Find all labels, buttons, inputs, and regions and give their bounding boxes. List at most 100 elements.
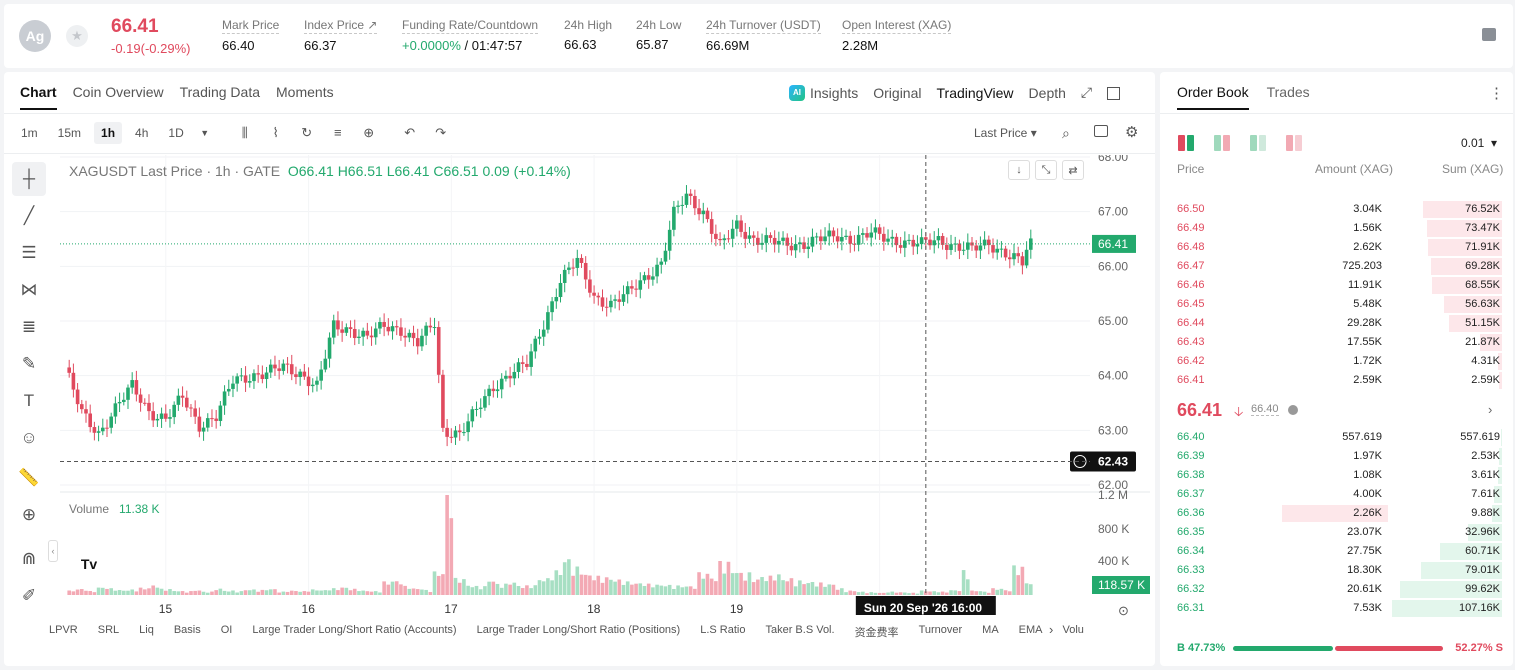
indicator-toggle[interactable]: LPVR [49,624,78,636]
ask-row[interactable]: 66.47 725.203 69.28K [1170,257,1506,276]
bid-row[interactable]: 66.32 20.61K 99.62K [1170,580,1506,599]
magnet-icon[interactable]: ⋒ [21,549,37,568]
timeframe-15m[interactable]: 15m [57,126,82,140]
camera-icon[interactable] [1094,125,1108,137]
bid-row[interactable]: 66.40 557.619 557.619 [1170,428,1506,447]
view-insights[interactable]: Insights [810,84,859,101]
bid-row[interactable]: 66.34 27.75K 60.71K [1170,542,1506,561]
collapse-toolbar-icon[interactable]: ‹ [48,540,58,562]
indicator-toggle[interactable]: MA [982,624,999,636]
book-icon[interactable] [1482,28,1496,41]
bid-row[interactable]: 66.39 1.97K 2.53K [1170,447,1506,466]
ask-row[interactable]: 66.42 1.72K 4.31K [1170,352,1506,371]
volume-bar [1012,565,1016,595]
candle-type-icon[interactable]: ⫼ [241,125,248,140]
indicator-toggle[interactable]: 资金费率 [854,627,899,639]
settings-gear-icon[interactable]: ⚙ [1125,124,1139,141]
swap-icon[interactable]: ⇄ [1062,160,1084,180]
add-icon[interactable]: ⊕ [363,125,375,140]
gann-icon[interactable]: ≣ [21,317,37,336]
ask-row[interactable]: 66.50 3.04K 76.52K [1170,200,1506,219]
both-sides-icon[interactable] [1178,135,1194,151]
templates-icon[interactable]: ≡ [333,125,342,140]
indicator-toggle[interactable]: Large Trader Long/Short Ratio (Positions… [476,624,681,636]
timeframe-1d[interactable]: 1D [168,126,184,140]
replay-icon[interactable]: ↻ [301,125,313,140]
more-menu-icon[interactable]: ⋮ [1489,85,1504,102]
precision-select[interactable]: 0.01 ▾ [1461,136,1498,150]
pattern-icon[interactable]: ⋈ [20,280,38,299]
indicators-icon[interactable]: ⌇ [272,125,279,140]
bid-row[interactable]: 66.35 23.07K 32.96K [1170,523,1506,542]
tab-coin-overview[interactable]: Coin Overview [72,84,164,100]
ask-row[interactable]: 66.43 17.55K 21.87K [1170,333,1506,352]
tab-trading-data[interactable]: Trading Data [179,84,261,100]
view-tradingview[interactable]: TradingView [936,84,1014,101]
indicator-toggle[interactable]: Taker B.S Vol. [765,624,835,636]
candle-body [655,264,659,277]
ask-row[interactable]: 66.41 2.59K 2.59K [1170,371,1506,390]
timeframe-1h[interactable]: 1h [94,122,123,144]
undo-icon[interactable]: ↶ [404,125,416,140]
window-icon[interactable] [1107,86,1121,100]
indicator-toggle[interactable]: EMA [1018,624,1043,636]
bid-row[interactable]: 66.37 4.00K 7.61K [1170,485,1506,504]
indicator-toggle[interactable]: Volu [1062,624,1084,636]
candle-body [474,408,479,410]
indicator-toggle[interactable]: Large Trader Long/Short Ratio (Accounts) [252,624,457,636]
ask-row[interactable]: 66.45 5.48K 56.63K [1170,295,1506,314]
stat-mark-price[interactable]: Mark Price 66.40 [222,18,280,53]
view-original[interactable]: Original [873,84,922,101]
candlestick-chart[interactable]: 68.00 67.00 66.00 65.00 64.00 63.00 62.001.2 M… [60,155,1150,615]
collapse-icon[interactable]: ⤡ [1035,160,1057,180]
tab-order-book[interactable]: Order Book [1177,84,1249,110]
stat-index-price[interactable]: Index Price ↗ 66.37 [304,18,378,53]
tab-trades[interactable]: Trades [1266,84,1310,100]
crosshair-icon[interactable]: ┼ [12,162,46,196]
indicator-toggle[interactable]: Basis [173,624,201,636]
bid-row[interactable]: 66.31 7.53K 107.16K [1170,599,1506,618]
ask-row[interactable]: 66.44 29.28K 51.15K [1170,314,1506,333]
expand-icon[interactable]: ⤢ [1080,84,1093,100]
fib-lines-icon[interactable]: ☰ [21,243,37,262]
indicator-toggle[interactable]: SRL [97,624,120,636]
text-icon[interactable]: T [23,391,35,410]
ask-row[interactable]: 66.46 11.91K 68.55K [1170,276,1506,295]
ruler-icon[interactable]: 📏 [18,468,40,487]
bid-row[interactable]: 66.38 1.08K 3.61K [1170,466,1506,485]
indicator-toggle[interactable]: L.S Ratio [700,624,746,636]
mid-mark-price[interactable]: 66.40 [1251,403,1279,416]
timeframe-1m[interactable]: 1m [21,126,38,140]
trend-line-icon[interactable]: ╱ [23,206,35,225]
price-type-select[interactable]: Last Price ▾ [974,126,1037,140]
indicator-toggle[interactable]: Turnover [918,624,963,636]
favorite-star-icon[interactable]: ★ [66,25,88,47]
chevron-down-icon[interactable]: ▼ [200,128,210,138]
stat-24h-turnover[interactable]: 24h Turnover (USDT) 66.69M [706,18,821,53]
stat-open-interest[interactable]: Open Interest (XAG) 2.28M [842,18,952,53]
split-view-icon[interactable] [1214,135,1230,151]
tab-chart[interactable]: Chart [20,84,57,110]
search-icon[interactable]: ⌕ [1062,125,1070,141]
ask-row[interactable]: 66.49 1.56K 73.47K [1170,219,1506,238]
brush-icon[interactable]: ✎ [21,354,37,373]
stat-funding-rate[interactable]: Funding Rate/Countdown +0.0000% / 01:47:… [402,18,539,53]
arrow-down-icon[interactable]: ↓ [1008,160,1030,180]
indicator-toggle[interactable]: Liq [139,624,154,636]
ask-row[interactable]: 66.48 2.62K 71.91K [1170,238,1506,257]
bid-row[interactable]: 66.33 18.30K 79.01K [1170,561,1506,580]
timeframe-4h[interactable]: 4h [135,126,149,140]
bid-row[interactable]: 66.36 2.26K 9.88K [1170,504,1506,523]
chevron-right-icon[interactable]: › [1049,622,1054,637]
zoom-in-icon[interactable]: ⊕ [21,505,37,524]
bids-only-icon[interactable] [1250,135,1266,151]
redo-icon[interactable]: ↷ [435,125,447,140]
chevron-right-icon[interactable]: › [1488,402,1493,417]
indicator-toggle[interactable]: OI [220,624,233,636]
tab-moments[interactable]: Moments [276,84,334,100]
asks-only-icon[interactable] [1286,135,1302,151]
settings-icon[interactable]: ⊙ [1118,603,1129,618]
lock-draw-icon[interactable]: ✐ [21,586,37,605]
emoji-icon[interactable]: ☺ [20,428,38,447]
view-depth[interactable]: Depth [1028,84,1066,101]
